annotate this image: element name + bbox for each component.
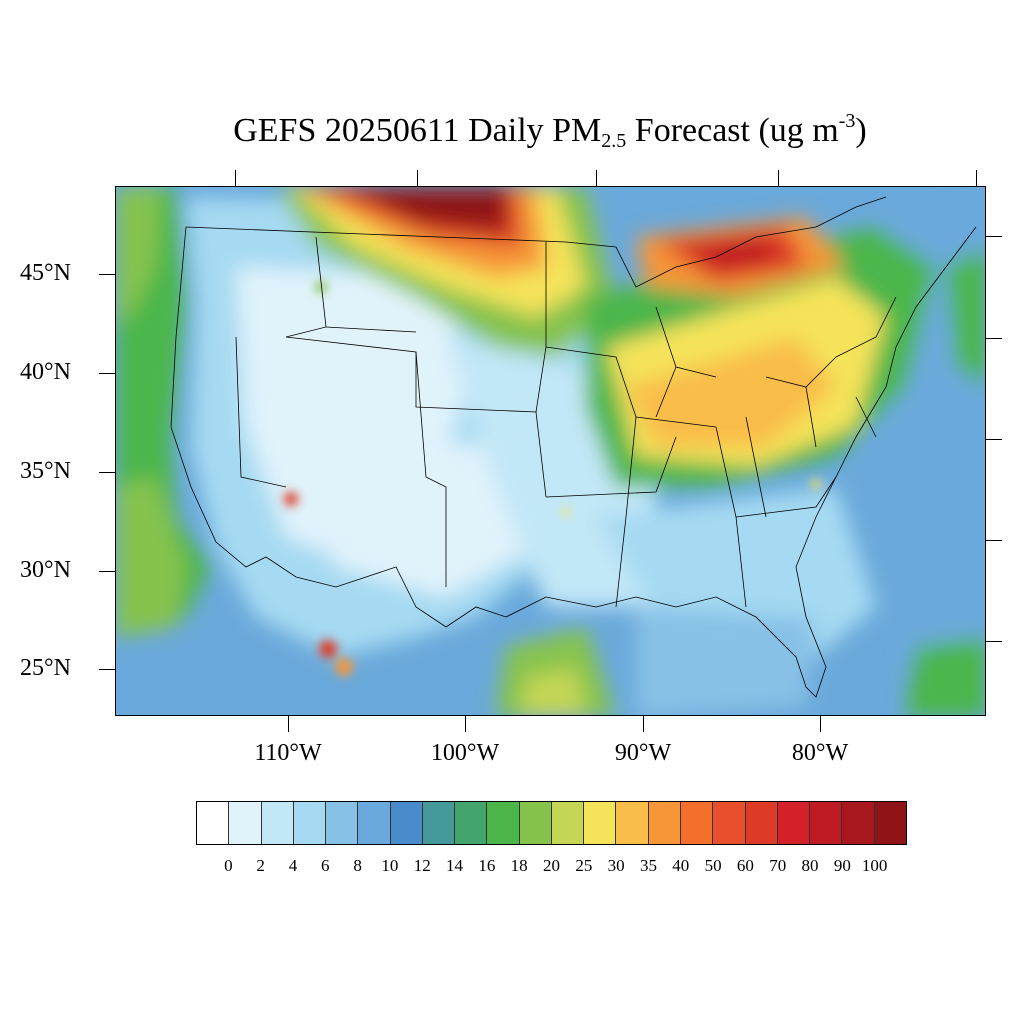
colorbar-cell [261, 802, 294, 844]
top-tick [976, 170, 977, 186]
colorbar-tick-label: 30 [607, 856, 625, 875]
chart-title: GEFS 20250611 Daily PM2.5 Forecast (ug m… [0, 110, 1024, 152]
pm25-map [115, 186, 986, 716]
colorbar-cell [197, 802, 230, 844]
colorbar-cell [616, 802, 649, 844]
colorbar-tick-label: 12 [413, 856, 431, 875]
right-tick [986, 540, 1002, 541]
colorbar-cell [745, 802, 778, 844]
colorbar-tick-label: 10 [381, 856, 399, 875]
colorbar-tick-label: 6 [321, 856, 330, 875]
bottom-tick [820, 716, 821, 732]
colorbar-tick-label: 35 [639, 856, 657, 875]
lon-label-110w: 110°W [254, 740, 322, 766]
colorbar-tick-label: 60 [736, 856, 754, 875]
colorbar-tick-label: 50 [704, 856, 722, 875]
colorbar-tick-label: 4 [288, 856, 298, 875]
lat-label-35: 35°N [20, 458, 71, 484]
lon-label-100w: 100°W [430, 740, 500, 766]
top-tick [778, 170, 779, 186]
colorbar-cell [422, 802, 456, 844]
colorbar-tick-label: 18 [510, 856, 528, 875]
colorbar-cell [713, 802, 746, 844]
colorbar-cell [519, 802, 552, 844]
colorbar-cell [874, 802, 906, 844]
lat-label-40: 40°N [20, 359, 71, 385]
lat-label-25: 25°N [20, 655, 71, 681]
colorbar-cell [648, 802, 681, 844]
bottom-tick [643, 716, 644, 732]
colorbar-cell [810, 802, 843, 844]
top-tick [235, 170, 236, 186]
right-tick [986, 641, 1002, 642]
colorbar-cell [326, 802, 359, 844]
title-subscript: 2.5 [601, 130, 627, 152]
colorbar-tick-label: 90 [833, 856, 851, 875]
colorbar-cell [455, 802, 488, 844]
bottom-tick [288, 716, 289, 732]
left-tick [99, 669, 115, 670]
colorbar-tick-label: 2 [256, 856, 265, 875]
colorbar [196, 801, 907, 845]
colorbar-cell [551, 802, 585, 844]
lon-label-90w: 90°W [614, 740, 672, 766]
colorbar-tick-label: 100 [861, 856, 888, 875]
colorbar-cell [842, 802, 875, 844]
colorbar-tick-label: 8 [353, 856, 362, 875]
pm25-map-canvas [116, 187, 985, 715]
right-tick [986, 338, 1002, 339]
top-tick [596, 170, 597, 186]
left-tick [99, 571, 115, 572]
colorbar-tick-label: 20 [543, 856, 560, 875]
left-tick [99, 274, 115, 275]
colorbar-cell [680, 802, 714, 844]
colorbar-cell [487, 802, 520, 844]
left-tick [99, 472, 115, 473]
colorbar-tick-label: 0 [224, 856, 233, 875]
right-tick [986, 236, 1002, 237]
title-superscript: -3 [838, 110, 856, 132]
title-suffix: ) [855, 112, 867, 149]
bottom-tick [465, 716, 466, 732]
right-tick [986, 439, 1002, 440]
colorbar-tick-label: 16 [478, 856, 496, 875]
lat-label-30: 30°N [20, 557, 71, 583]
title-prefix: GEFS 20250611 Daily PM [233, 112, 602, 149]
lon-label-80w: 80°W [791, 740, 849, 766]
top-tick [417, 170, 418, 186]
left-tick [99, 373, 115, 374]
colorbar-cell [229, 802, 262, 844]
lat-label-45: 45°N [20, 260, 71, 286]
title-middle: Forecast (ug m [626, 112, 839, 149]
colorbar-cell [358, 802, 391, 844]
pm25-concentration-field [116, 187, 985, 715]
colorbar-tick-label: 25 [575, 856, 593, 875]
colorbar-tick-label: 40 [672, 856, 690, 875]
hotspots [284, 281, 821, 676]
colorbar-tick-label: 14 [446, 856, 464, 875]
colorbar-tick-label: 80 [801, 856, 819, 875]
colorbar-cell [584, 802, 617, 844]
colorbar-cell [390, 802, 423, 844]
boundaries [170, 196, 977, 698]
colorbar-cell [293, 802, 327, 844]
colorbar-tick-label: 70 [769, 856, 787, 875]
colorbar-cell [777, 802, 811, 844]
